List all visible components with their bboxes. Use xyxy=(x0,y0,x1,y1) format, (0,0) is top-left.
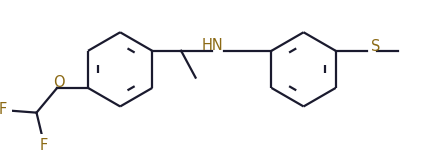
Text: HN: HN xyxy=(202,38,224,53)
Text: F: F xyxy=(40,138,48,150)
Text: O: O xyxy=(53,75,64,90)
Text: F: F xyxy=(0,102,7,117)
Text: S: S xyxy=(371,39,380,54)
